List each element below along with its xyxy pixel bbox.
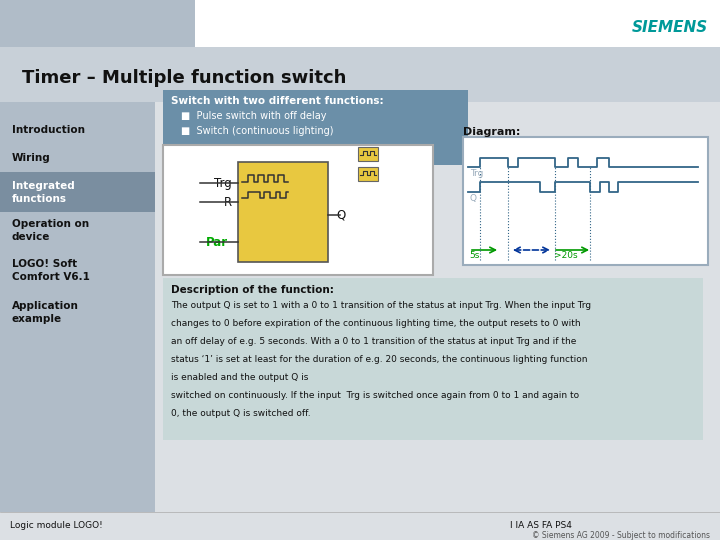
Bar [463, 137, 708, 265]
Text: I IA AS FA PS4: I IA AS FA PS4 [510, 522, 572, 530]
Text: The output Q is set to 1 with a 0 to 1 transition of the status at input Trg. Wh: The output Q is set to 1 with a 0 to 1 t… [171, 301, 591, 310]
Text: Q: Q [336, 208, 346, 221]
Bar [0, 102, 155, 512]
Text: Par: Par [206, 235, 228, 248]
Bar [358, 147, 378, 161]
Bar [163, 145, 433, 275]
Bar [0, 172, 155, 212]
Text: Integrated: Integrated [12, 181, 75, 191]
Text: SIEMENS: SIEMENS [631, 21, 708, 36]
Text: is enabled and the output Q is: is enabled and the output Q is [171, 374, 308, 382]
Text: an off delay of e.g. 5 seconds. With a 0 to 1 transition of the status at input : an off delay of e.g. 5 seconds. With a 0… [171, 338, 577, 347]
Text: Trg: Trg [215, 177, 232, 190]
Text: Diagram:: Diagram: [463, 127, 521, 137]
Text: Application: Application [12, 301, 79, 311]
Text: Wiring: Wiring [12, 153, 50, 163]
Bar [0, 512, 720, 540]
Text: Timer – Multiple function switch: Timer – Multiple function switch [22, 69, 346, 87]
Text: device: device [12, 232, 50, 242]
Text: LOGO! Soft: LOGO! Soft [12, 259, 77, 269]
Text: Trg: Trg [470, 168, 483, 178]
Text: © Siemens AG 2009 - Subject to modifications: © Siemens AG 2009 - Subject to modificat… [532, 530, 710, 539]
Bar [358, 167, 378, 181]
Bar [0, 0, 195, 50]
Text: ■  Switch (continuous lighting): ■ Switch (continuous lighting) [181, 126, 333, 136]
Text: Symbol for this function is: Symbol for this function is [171, 152, 308, 162]
Text: Description of the function:: Description of the function: [171, 285, 334, 295]
Text: Logic module LOGO!: Logic module LOGO! [10, 522, 103, 530]
Text: functions: functions [12, 194, 67, 204]
Text: Switch with two different functions:: Switch with two different functions: [171, 96, 384, 106]
Text: R: R [224, 195, 232, 208]
Bar [195, 0, 720, 50]
Bar [163, 90, 468, 165]
Bar [238, 162, 328, 262]
Bar [0, 47, 720, 105]
Bar [0, 102, 720, 512]
Text: ■  Pulse switch with off delay: ■ Pulse switch with off delay [181, 111, 326, 121]
Text: >20s: >20s [554, 251, 577, 260]
Text: changes to 0 before expiration of the continuous lighting time, the output reset: changes to 0 before expiration of the co… [171, 320, 580, 328]
Bar [163, 278, 703, 440]
Text: example: example [12, 314, 62, 324]
Text: status ‘1’ is set at least for the duration of e.g. 20 seconds, the continuous l: status ‘1’ is set at least for the durat… [171, 355, 588, 364]
Text: 5s: 5s [469, 251, 480, 260]
Text: switched on continuously. If the input  Trg is switched once again from 0 to 1 a: switched on continuously. If the input T… [171, 392, 579, 401]
Text: Introduction: Introduction [12, 125, 85, 135]
Text: Operation on: Operation on [12, 219, 89, 229]
Text: Comfort V6.1: Comfort V6.1 [12, 272, 90, 282]
Text: Q: Q [470, 193, 477, 202]
Text: 0, the output Q is switched off.: 0, the output Q is switched off. [171, 409, 310, 418]
